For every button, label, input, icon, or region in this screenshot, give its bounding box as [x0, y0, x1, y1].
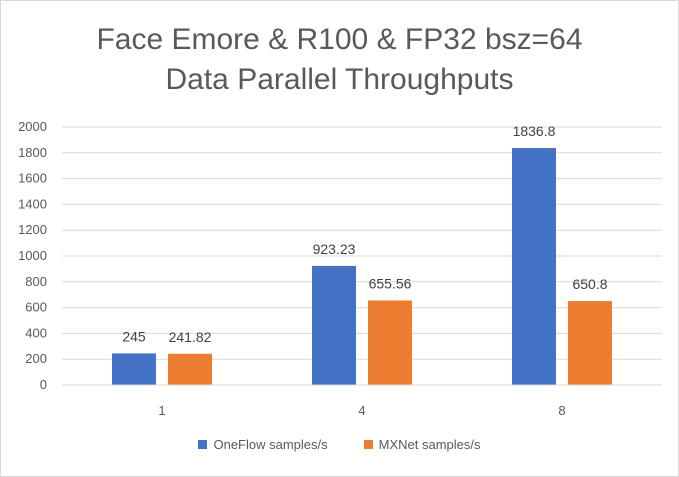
data-label-oneflow-1: 245 [122, 328, 146, 344]
y-tick-label-600: 600 [25, 300, 47, 315]
data-label-mxnet-4: 655.56 [369, 275, 412, 291]
y-tick-label-1600: 1600 [18, 171, 47, 186]
x-tick-label-8: 8 [558, 403, 565, 418]
legend: OneFlow samples/s MXNet samples/s [0, 437, 679, 452]
bar-mxnet-1 [168, 353, 212, 385]
y-tick-label-200: 200 [25, 351, 47, 366]
y-tick-label-0: 0 [40, 377, 47, 392]
y-tick-label-800: 800 [25, 274, 47, 289]
bar-mxnet-4 [368, 300, 412, 385]
y-tick-label-2000: 2000 [18, 119, 47, 134]
bar-oneflow-4 [312, 265, 356, 385]
legend-label-mxnet: MXNet samples/s [378, 437, 481, 452]
data-label-oneflow-4: 923.23 [313, 241, 356, 257]
bar-mxnet-8 [568, 301, 612, 385]
legend-item-mxnet: MXNet samples/s [363, 437, 481, 452]
legend-item-oneflow: OneFlow samples/s [198, 437, 328, 452]
y-tick-label-400: 400 [25, 325, 47, 340]
y-tick-label-1200: 1200 [18, 222, 47, 237]
chart-title: Face Emore & R100 & FP32 bsz=64 Data Par… [0, 20, 679, 100]
data-label-oneflow-8: 1836.8 [513, 123, 556, 139]
x-tick-label-1: 1 [158, 403, 165, 418]
y-tick-label-1400: 1400 [18, 196, 47, 211]
bar-oneflow-1 [112, 353, 156, 385]
data-label-mxnet-8: 650.8 [572, 276, 607, 292]
legend-label-oneflow: OneFlow samples/s [213, 437, 328, 452]
y-tick-label-1000: 1000 [18, 248, 47, 263]
chart-title-line-2: Data Parallel Throughputs [165, 63, 514, 96]
bar-oneflow-8 [512, 148, 556, 385]
x-tick-label-4: 4 [358, 403, 365, 418]
data-label-mxnet-1: 241.82 [169, 329, 212, 345]
chart-title-line-1: Face Emore & R100 & FP32 bsz=64 [96, 23, 583, 56]
legend-swatch-mxnet [363, 440, 373, 449]
y-tick-label-1800: 1800 [18, 145, 47, 160]
legend-swatch-oneflow [198, 440, 208, 449]
